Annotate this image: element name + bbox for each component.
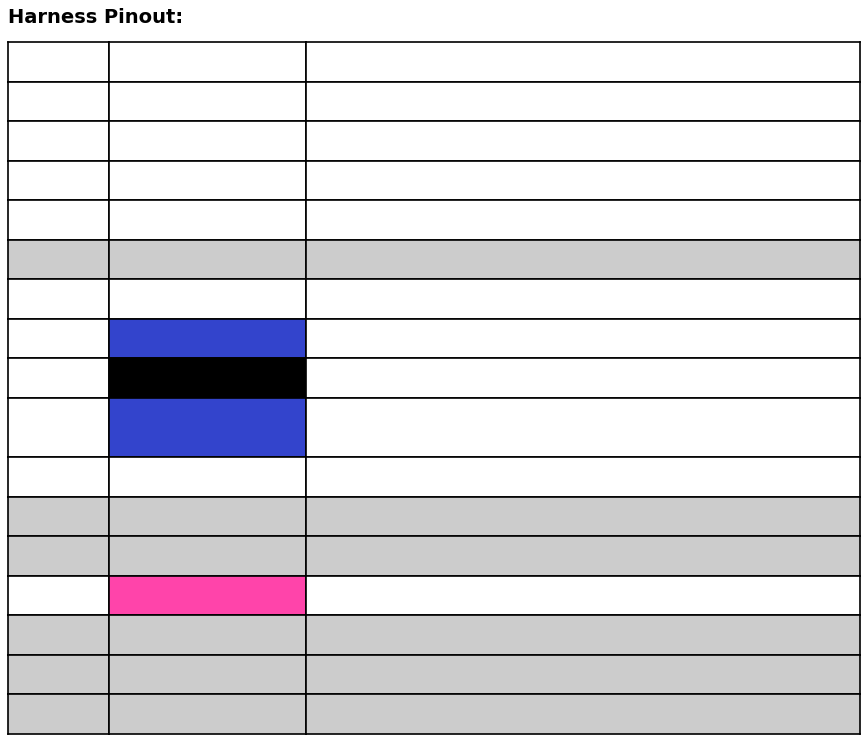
Text: N/A: N/A xyxy=(194,93,220,109)
Text: 2: 2 xyxy=(54,134,63,148)
Text: N/A: N/A xyxy=(314,134,341,148)
Text: Camera Output RCA Shield: Camera Output RCA Shield xyxy=(379,331,608,346)
Text: Low Speed LAN: Low Speed LAN xyxy=(314,173,433,188)
Text: Camera Ground: Camera Ground xyxy=(388,370,522,386)
Text: N/A: N/A xyxy=(194,470,220,485)
Text: 16†: 16† xyxy=(45,706,72,722)
Text: OnStar Keypad Red LED Signal: OnStar Keypad Red LED Signal xyxy=(314,667,549,682)
Text: Wire Color: Wire Color xyxy=(158,53,257,70)
Text: 14†: 14† xyxy=(45,628,72,643)
Text: Mirror Display
Power From Switch: Mirror Display Power From Switch xyxy=(732,417,852,439)
Text: Black: Black xyxy=(184,370,231,386)
Text: Camera Output Center Conductor: Camera Output Center Conductor xyxy=(385,292,674,306)
Text: 9: 9 xyxy=(53,420,63,435)
Text: Dark Green: Dark Green xyxy=(163,173,251,188)
Text: N/A: N/A xyxy=(314,470,341,485)
Text: Varies: Varies xyxy=(184,628,231,643)
Text: 8: 8 xyxy=(53,370,63,386)
Text: Blue: Blue xyxy=(188,331,227,346)
Text: Video -: Video - xyxy=(314,331,379,346)
Text: 7: 7 xyxy=(53,331,63,346)
Text: Exterior Auto Dimming +: Exterior Auto Dimming + xyxy=(314,252,507,267)
Text: Camera Power: Camera Power xyxy=(531,588,655,603)
Text: 1: 1 xyxy=(54,93,63,109)
Text: 12†: 12† xyxy=(45,548,72,564)
Text: Varies: Varies xyxy=(184,509,231,524)
Text: OnStar Keypad Signal: OnStar Keypad Signal xyxy=(314,509,481,524)
Text: OnStar Keypad Green LED Signal: OnStar Keypad Green LED Signal xyxy=(314,628,567,643)
Text: Ignition Controlled 12V+: Ignition Controlled 12V+ xyxy=(314,588,531,603)
Text: 4: 4 xyxy=(54,212,63,228)
Text: 3: 3 xyxy=(54,173,63,188)
Text: Pin: Pin xyxy=(43,53,73,70)
Text: 15†: 15† xyxy=(45,667,72,682)
Text: 11†: 11† xyxy=(45,509,72,524)
Text: Varies: Varies xyxy=(184,706,231,722)
Text: Exterior Auto Dimming -: Exterior Auto Dimming - xyxy=(314,706,500,722)
Text: Reverse Signal 12V+: Reverse Signal 12V+ xyxy=(314,420,493,435)
Text: 5†: 5† xyxy=(49,252,67,267)
Text: White: White xyxy=(185,292,230,306)
Text: N/A: N/A xyxy=(314,212,341,228)
Text: 6: 6 xyxy=(53,292,63,306)
Text: Ground: Ground xyxy=(314,370,388,386)
Text: Video +: Video + xyxy=(314,292,385,306)
Text: Varies: Varies xyxy=(184,252,231,267)
Text: Pink: Pink xyxy=(188,588,226,603)
Text: Harness Pinout:: Harness Pinout: xyxy=(8,8,183,27)
Text: N/A: N/A xyxy=(194,134,220,148)
Text: N/A: N/A xyxy=(314,93,341,109)
Text: 10: 10 xyxy=(49,470,68,485)
Text: N/A: N/A xyxy=(194,212,220,228)
Text: Blue: Blue xyxy=(188,420,227,435)
Text: 13: 13 xyxy=(48,588,69,603)
Text: OnStar Keypad Supply Voltage: OnStar Keypad Supply Voltage xyxy=(314,548,549,564)
Text: Varies: Varies xyxy=(184,548,231,564)
Text: Varies: Varies xyxy=(184,667,231,682)
Text: Function: Function xyxy=(314,53,395,70)
